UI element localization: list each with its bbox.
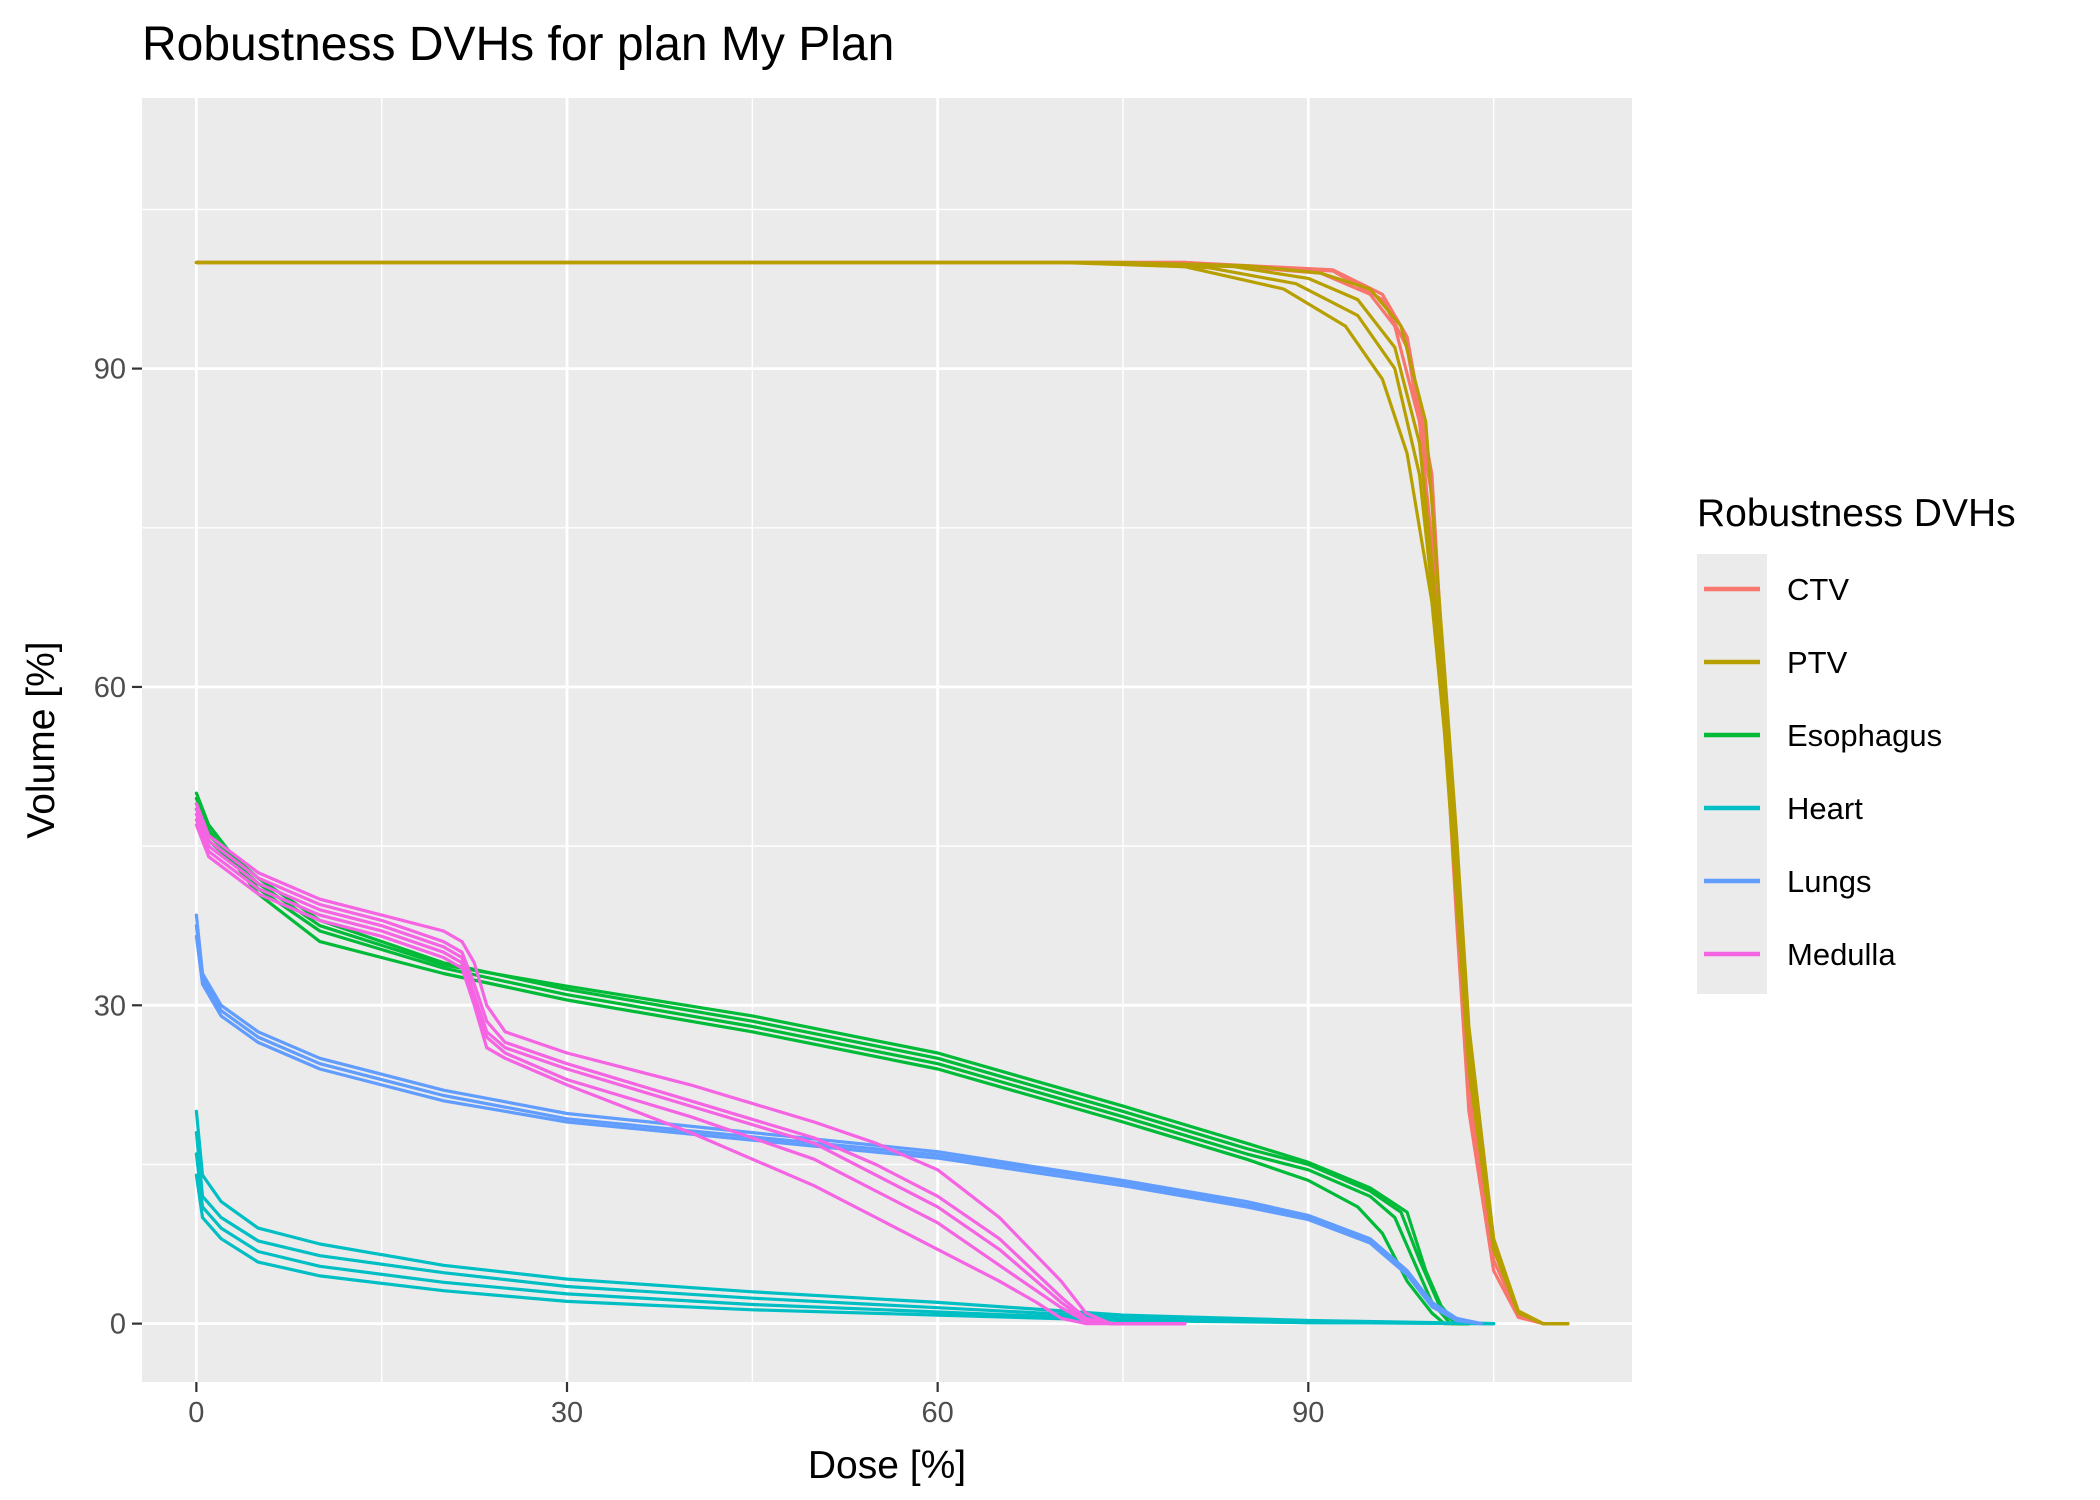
series-line-medulla: [194, 823, 1187, 1326]
y-tick-label: 90: [94, 354, 126, 386]
legend-item-esophagus: Esophagus: [1704, 718, 1942, 753]
x-tick-label: 90: [1292, 1397, 1324, 1429]
legend-label: Heart: [1787, 791, 1863, 826]
legend-label: PTV: [1787, 645, 1848, 680]
legend-label: Medulla: [1787, 937, 1896, 972]
legend-title: Robustness DVHs: [1697, 492, 2016, 535]
y-tick-label: 0: [110, 1309, 126, 1341]
x-tick-label: 60: [922, 1397, 954, 1429]
series-line-esophagus: [194, 796, 1471, 1326]
plot-panel: [142, 98, 1632, 1382]
legend-entries: CTV PTV Esophagus Heart Lungs Medulla: [1704, 572, 1942, 972]
y-tick-label: 30: [94, 990, 126, 1022]
legend: Robustness DVHs CTV PTV Esophagus Heart Lung…: [1697, 492, 2016, 994]
series-line-heart: [194, 1131, 1496, 1326]
series-line-medulla: [194, 807, 1187, 1326]
series-medulla: [194, 802, 1187, 1326]
legend-item-ctv: CTV: [1704, 572, 1849, 607]
series-layer: [194, 260, 1570, 1326]
series-line-medulla: [194, 818, 1187, 1326]
legend-item-ptv: PTV: [1704, 645, 1848, 680]
series-ptv: [194, 260, 1570, 1326]
series-line-medulla: [194, 802, 1187, 1326]
legend-label: Esophagus: [1787, 718, 1942, 753]
series-line-heart: [194, 1173, 1496, 1326]
legend-key-background: [1697, 554, 1767, 994]
y-tick-label: 60: [94, 672, 126, 704]
axis-ticks: [132, 367, 1310, 1392]
grid-minor: [142, 98, 1632, 1382]
series-line-ptv: [194, 260, 1570, 1326]
series-lungs: [194, 913, 1483, 1326]
legend-label: Lungs: [1787, 864, 1871, 899]
legend-item-medulla: Medulla: [1704, 937, 1896, 972]
chart-title: Robustness DVHs for plan My Plan: [142, 18, 894, 71]
y-tick-labels: 0 30 60 90: [94, 354, 126, 1341]
legend-item-heart: Heart: [1704, 791, 1863, 826]
legend-label: CTV: [1787, 572, 1849, 607]
x-tick-label: 30: [551, 1397, 583, 1429]
series-line-medulla: [194, 812, 1187, 1326]
series-heart: [194, 1109, 1496, 1326]
series-line-esophagus: [194, 791, 1471, 1326]
x-axis-title: Dose [%]: [808, 1444, 966, 1487]
legend-item-lungs: Lungs: [1704, 864, 1871, 899]
series-line-lungs: [194, 934, 1483, 1326]
x-tick-label: 0: [188, 1397, 204, 1429]
y-axis-title: Volume [%]: [20, 641, 63, 838]
series-line-heart: [194, 1109, 1496, 1326]
x-tick-labels: 0 30 60 90: [188, 1397, 1324, 1429]
